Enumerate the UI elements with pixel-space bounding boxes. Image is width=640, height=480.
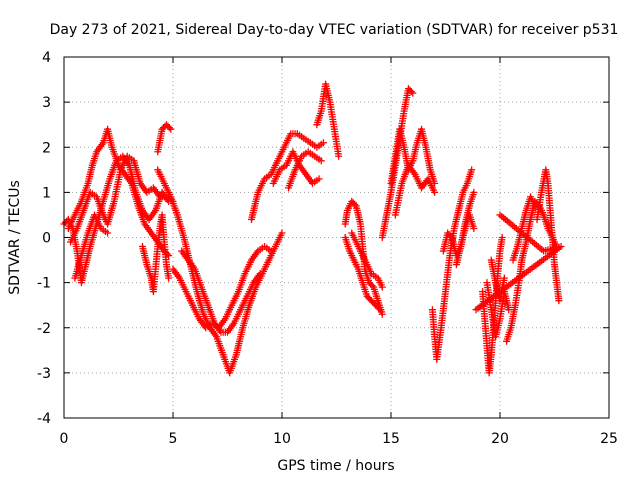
y-tick-label: 4 xyxy=(42,50,51,66)
x-tick-label: 0 xyxy=(60,431,69,447)
series-arc-13 xyxy=(313,80,343,160)
y-tick-label: 3 xyxy=(42,95,51,111)
data-point xyxy=(409,89,417,97)
data-point xyxy=(256,270,264,278)
x-tick-label: 10 xyxy=(273,431,291,447)
series-arc-9 xyxy=(178,247,264,336)
data-point xyxy=(470,188,478,196)
series-arc-20 xyxy=(428,166,476,363)
series-arc-4 xyxy=(71,211,112,282)
data-point xyxy=(368,282,376,290)
data-point xyxy=(407,88,415,96)
data-point xyxy=(472,306,480,314)
data-point xyxy=(335,152,343,160)
data-point xyxy=(431,188,439,196)
series-arc-19 xyxy=(391,161,439,219)
data-point xyxy=(470,224,478,232)
data-point xyxy=(375,304,383,312)
series-arc-10 xyxy=(247,130,327,223)
x-axis-title: GPS time / hours xyxy=(277,458,394,474)
data-point xyxy=(165,274,173,282)
y-axis-title: SDTVAR / TECUs xyxy=(7,180,23,295)
data-point xyxy=(278,229,286,237)
data-point xyxy=(319,139,327,147)
data-point xyxy=(500,274,508,282)
x-tick-labels: 0 5 10 15 20 25 xyxy=(60,431,618,447)
y-tick-label: -4 xyxy=(37,411,51,427)
data-point xyxy=(317,157,325,165)
y-tick-label: -2 xyxy=(37,321,51,337)
data-point xyxy=(165,124,173,132)
y-tick-label: 2 xyxy=(42,140,51,156)
y-tick-labels: -4 -3 -2 -1 0 1 2 3 4 xyxy=(37,50,51,427)
data-point xyxy=(555,297,563,305)
data-point xyxy=(531,202,539,210)
series-arc-15 xyxy=(341,234,384,314)
chart-title: Day 273 of 2021, Sidereal Day-to-day VTE… xyxy=(50,22,619,38)
data-point xyxy=(378,283,386,291)
data-point xyxy=(267,247,275,255)
series-arc-12 xyxy=(285,148,325,192)
data-point xyxy=(498,234,506,241)
y-tick-label: 1 xyxy=(42,185,51,201)
x-tick-label: 25 xyxy=(600,431,618,447)
data-point xyxy=(468,166,476,174)
data-point xyxy=(447,232,455,240)
x-tick-label: 20 xyxy=(491,431,509,447)
series-arc-29 xyxy=(472,211,565,314)
x-tick-label: 5 xyxy=(169,431,178,447)
y-tick-label: -3 xyxy=(37,366,51,382)
y-tick-label: -1 xyxy=(37,276,51,292)
series-arc-28 xyxy=(533,166,563,305)
data-point xyxy=(378,310,386,318)
series-arc-16 xyxy=(348,229,386,291)
series-arc-22 xyxy=(452,211,478,269)
y-tick-label: 0 xyxy=(42,231,51,247)
series-arc-8 xyxy=(169,243,275,332)
data-point xyxy=(315,175,323,183)
data-point xyxy=(376,306,384,314)
data-point xyxy=(104,229,112,237)
data-point xyxy=(351,200,359,208)
series-arc-6 xyxy=(154,121,175,156)
data-point xyxy=(167,125,175,133)
series-arc-24 xyxy=(483,279,513,341)
series-arc-3 xyxy=(67,152,177,246)
axis-ticks xyxy=(63,56,610,419)
data-markers xyxy=(60,80,565,377)
x-tick-label: 15 xyxy=(382,431,400,447)
